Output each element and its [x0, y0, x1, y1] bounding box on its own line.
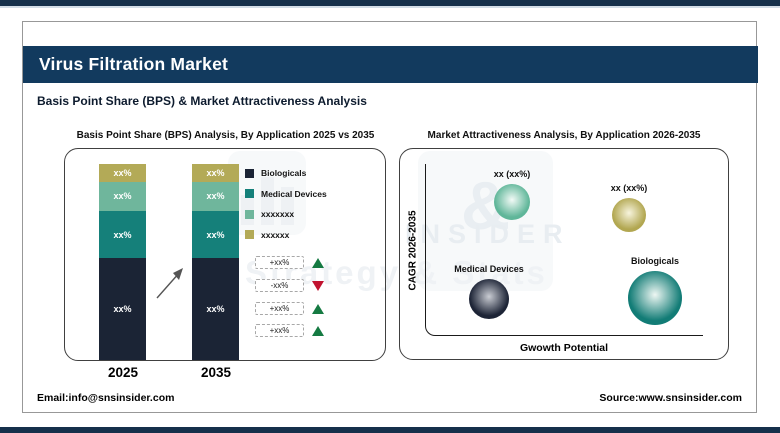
change-row: +xx% — [255, 256, 324, 269]
legend-item: Biologicals — [245, 163, 327, 184]
footer-email: Email:info@snsinsider.com — [37, 392, 175, 404]
y-axis-label: CAGR 2026-2035 — [407, 210, 419, 291]
legend-swatch-icon — [245, 230, 254, 240]
bubble-label: xx (xx%) — [493, 169, 531, 179]
legend-label: Medical Devices — [261, 188, 327, 199]
bar-segment-xxxxxxx: xx% — [99, 181, 146, 212]
bar-segment-xxxxxx: xx% — [99, 164, 146, 182]
trend-down-icon — [312, 280, 324, 291]
bubble-label: Medical Devices — [454, 264, 524, 274]
change-row: -xx% — [255, 279, 324, 292]
legend-label: xxxxxxx — [261, 209, 295, 220]
bubble-medical-devices — [469, 279, 509, 319]
legend-swatch-icon — [245, 189, 254, 199]
legend-label: Biologicals — [261, 168, 307, 179]
attractiveness-chart-panel: CAGR 2026-2035 Gwowth Potential xx (xx%)… — [399, 148, 729, 360]
footer-source: Source:www.snsinsider.com — [599, 392, 742, 404]
trend-arrow-icon — [156, 268, 183, 299]
legend-item: xxxxxx — [245, 225, 327, 246]
bottom-accent-bar — [0, 427, 780, 433]
legend-item: Medical Devices — [245, 184, 327, 205]
legend-swatch-icon — [245, 209, 254, 219]
bubble-biologicals — [628, 271, 682, 325]
change-row: +xx% — [255, 324, 324, 337]
bar-segment-medical-devices: xx% — [192, 211, 239, 259]
bps-chart-panel: xx% xx% xx% xx% xx% xx% xx% xx% Biologicals Medic… — [64, 148, 386, 361]
attractiveness-chart-title: Market Attractiveness Analysis, By Appli… — [427, 130, 701, 141]
change-value: +xx% — [255, 256, 304, 269]
bubble-xx-xx- — [494, 184, 530, 220]
bar-segment-biologicals: xx% — [99, 258, 146, 360]
trend-up-icon — [312, 303, 324, 314]
stacked-bar-2025: xx% xx% xx% xx% — [99, 164, 146, 360]
bubble-xx-xx- — [612, 198, 646, 232]
bar-segment-medical-devices: xx% — [99, 211, 146, 259]
trend-up-icon — [312, 257, 324, 268]
bar-segment-xxxxxx: xx% — [192, 164, 239, 182]
change-value: +xx% — [255, 324, 304, 337]
change-value: +xx% — [255, 302, 304, 315]
change-row: +xx% — [255, 302, 324, 315]
bar-segment-xxxxxxx: xx% — [192, 181, 239, 212]
top-accent-bar — [0, 0, 780, 8]
bar-category-2025: 2025 — [107, 365, 139, 380]
legend-swatch-icon — [245, 168, 254, 178]
title-band: Virus Filtration Market — [23, 46, 758, 83]
report-card: & INSIDER Strategy & Stats Virus Filtrat… — [22, 21, 758, 413]
bps-chart-title: Basis Point Share (BPS) Analysis, By App… — [76, 130, 375, 141]
bar-category-2035: 2035 — [200, 365, 232, 380]
change-value: -xx% — [255, 279, 304, 292]
bubble-label: Biologicals — [630, 256, 679, 266]
page-title: Virus Filtration Market — [39, 54, 229, 74]
x-axis-label: Gwowth Potential — [519, 342, 609, 354]
bubble-label: xx (xx%) — [610, 183, 648, 193]
stacked-bar-2035: xx% xx% xx% xx% — [192, 164, 239, 360]
legend-label: xxxxxx — [261, 229, 290, 240]
page-subtitle: Basis Point Share (BPS) & Market Attract… — [37, 94, 367, 108]
bar-segment-biologicals: xx% — [192, 258, 239, 360]
trend-up-icon — [312, 325, 324, 336]
legend-item: xxxxxxx — [245, 204, 327, 225]
legend: Biologicals Medical Devices xxxxxxx xxxxxx — [245, 163, 327, 245]
